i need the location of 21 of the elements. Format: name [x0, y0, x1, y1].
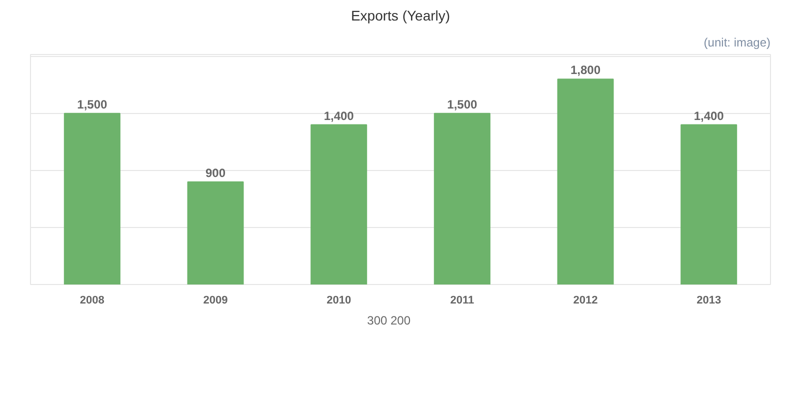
x-tick-label: 2013	[696, 294, 722, 306]
data-label: 1,400	[324, 108, 354, 123]
text: 300 200	[367, 314, 411, 328]
x-tick-label: 2010	[326, 294, 352, 306]
data-label: 900	[205, 166, 226, 180]
text: (unit: image)	[704, 36, 771, 50]
bar	[187, 181, 244, 284]
data-label: 1,800	[570, 63, 601, 78]
bar	[557, 78, 614, 284]
data-label: 1,500	[447, 97, 478, 112]
chart-title: Exports (Yearly)	[350, 8, 450, 24]
x-tick-label: 2009	[203, 294, 228, 306]
x-tick-label: 2011	[450, 294, 474, 306]
bar	[434, 112, 490, 284]
x-tick-label: 2008	[80, 294, 104, 306]
data-label: 1,400	[694, 108, 724, 123]
bar	[64, 112, 120, 284]
x-tick-label: 2012	[573, 294, 598, 306]
bar	[310, 124, 368, 284]
data-label: 1,500	[77, 97, 108, 112]
bar	[680, 124, 738, 284]
